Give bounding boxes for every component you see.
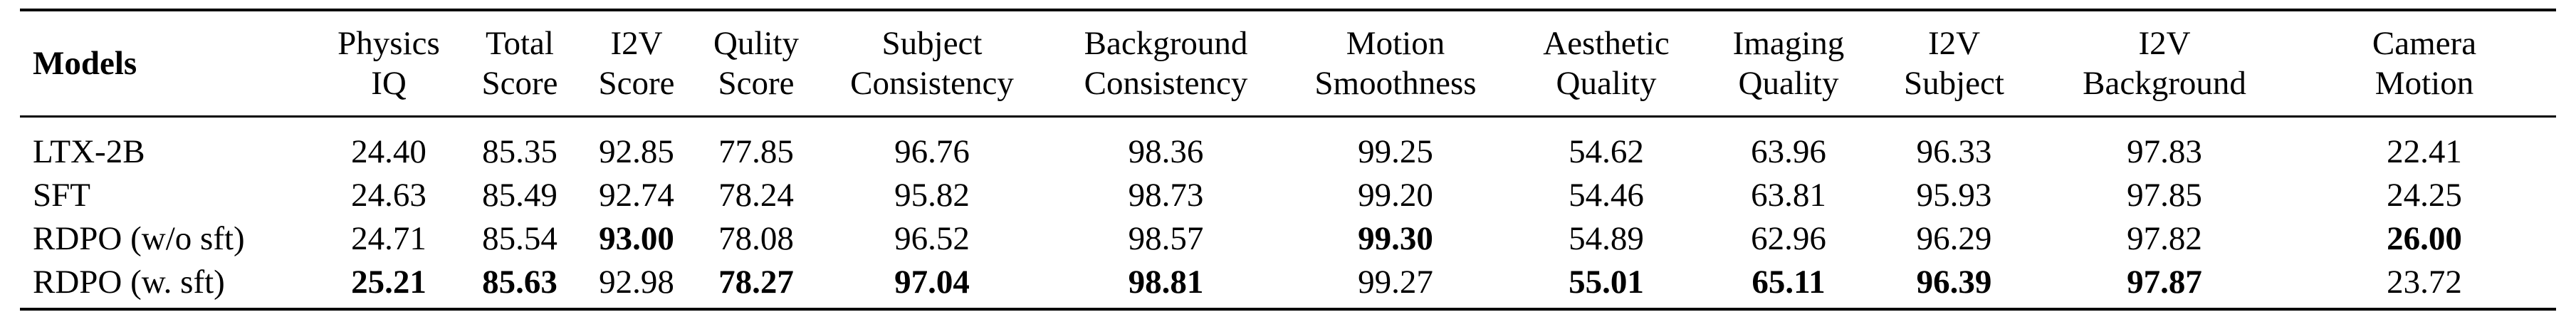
value-cell: 77.85: [718, 133, 794, 170]
column-header-i2v-subject: I2V Subject: [1904, 25, 2004, 102]
column-header-imaging-quality: Imaging Quality: [1732, 25, 1845, 102]
value-cell: 23.72: [2387, 263, 2462, 301]
value-cell: 95.82: [894, 176, 970, 214]
value-cell: 97.87: [2127, 263, 2202, 301]
model-name-cell: RDPO (w. sft): [33, 263, 225, 301]
results-table: Models Physics IQ Total Score I2V Score Qul…: [20, 11, 2556, 303]
table-top-rule: [20, 9, 2556, 11]
value-cell: 54.46: [1569, 176, 1644, 214]
value-cell: 92.74: [599, 176, 674, 214]
value-cell: 96.33: [1916, 133, 1992, 170]
value-cell: 85.35: [482, 133, 557, 170]
column-header-motion-smoothness: Motion Smoothness: [1314, 25, 1477, 102]
value-cell: 63.81: [1751, 176, 1826, 214]
value-cell: 63.96: [1751, 133, 1826, 170]
value-cell: 98.36: [1128, 133, 1204, 170]
header-row: Models Physics IQ Total Score I2V Score Qul…: [20, 11, 2556, 115]
table-row: RDPO (w. sft) 25.21 85.63 92.98 78.27 97…: [20, 260, 2556, 303]
table-header-rule: [20, 115, 2556, 118]
value-cell: 62.96: [1751, 219, 1826, 257]
value-cell: 54.89: [1569, 219, 1644, 257]
value-cell: 95.93: [1916, 176, 1992, 214]
value-cell: 92.85: [599, 133, 674, 170]
column-header-aesthetic-quality: Aesthetic Quality: [1543, 25, 1670, 102]
column-header-quality-score: Qulity Score: [713, 25, 800, 102]
value-cell: 55.01: [1569, 263, 1644, 301]
column-header-background-consistency: Background Consistency: [1084, 25, 1248, 102]
table-row: LTX-2B 24.40 85.35 92.85 77.85 96.76 98.…: [20, 115, 2556, 173]
value-cell: 78.27: [718, 263, 794, 301]
value-cell: 25.21: [351, 263, 426, 301]
column-header-i2v-score: I2V Score: [598, 25, 675, 102]
value-cell: 97.83: [2127, 133, 2202, 170]
value-cell: 78.24: [718, 176, 794, 214]
results-table-container: Models Physics IQ Total Score I2V Score Qul…: [20, 0, 2556, 322]
value-cell: 85.63: [482, 263, 557, 301]
value-cell: 85.54: [482, 219, 557, 257]
value-cell: 98.73: [1128, 176, 1204, 214]
value-cell: 85.49: [482, 176, 557, 214]
value-cell: 24.71: [351, 219, 426, 257]
value-cell: 98.81: [1128, 263, 1204, 301]
table-bottom-rule: [20, 308, 2556, 311]
value-cell: 22.41: [2387, 133, 2462, 170]
column-header-total-score: Total Score: [481, 25, 558, 102]
table-row: SFT 24.63 85.49 92.74 78.24 95.82 98.73 …: [20, 173, 2556, 217]
value-cell: 54.62: [1569, 133, 1644, 170]
value-cell: 96.76: [894, 133, 970, 170]
value-cell: 99.20: [1358, 176, 1433, 214]
value-cell: 24.40: [351, 133, 426, 170]
column-header-subject-consistency: Subject Consistency: [850, 25, 1014, 102]
value-cell: 97.82: [2127, 219, 2202, 257]
value-cell: 96.29: [1916, 219, 1992, 257]
value-cell: 97.85: [2127, 176, 2202, 214]
value-cell: 24.25: [2387, 176, 2462, 214]
value-cell: 93.00: [599, 219, 674, 257]
model-name-cell: LTX-2B: [33, 133, 145, 170]
column-header-camera-motion: Camera Motion: [2372, 25, 2477, 102]
value-cell: 78.08: [718, 219, 794, 257]
value-cell: 99.30: [1358, 219, 1433, 257]
value-cell: 24.63: [351, 176, 426, 214]
value-cell: 96.52: [894, 219, 970, 257]
value-cell: 96.39: [1916, 263, 1992, 301]
value-cell: 65.11: [1752, 263, 1826, 301]
value-cell: 98.57: [1128, 219, 1204, 257]
value-cell: 99.27: [1358, 263, 1433, 301]
column-header-i2v-background: I2V Background: [2083, 25, 2246, 102]
value-cell: 92.98: [599, 263, 674, 301]
column-header-physics-iq: Physics IQ: [337, 25, 440, 102]
model-name-cell: RDPO (w/o sft): [33, 219, 245, 257]
value-cell: 26.00: [2387, 219, 2462, 257]
value-cell: 99.25: [1358, 133, 1433, 170]
model-name-cell: SFT: [33, 176, 90, 214]
value-cell: 97.04: [894, 263, 970, 301]
models-column-header: Models: [33, 45, 137, 82]
table-row: RDPO (w/o sft) 24.71 85.54 93.00 78.08 9…: [20, 217, 2556, 260]
